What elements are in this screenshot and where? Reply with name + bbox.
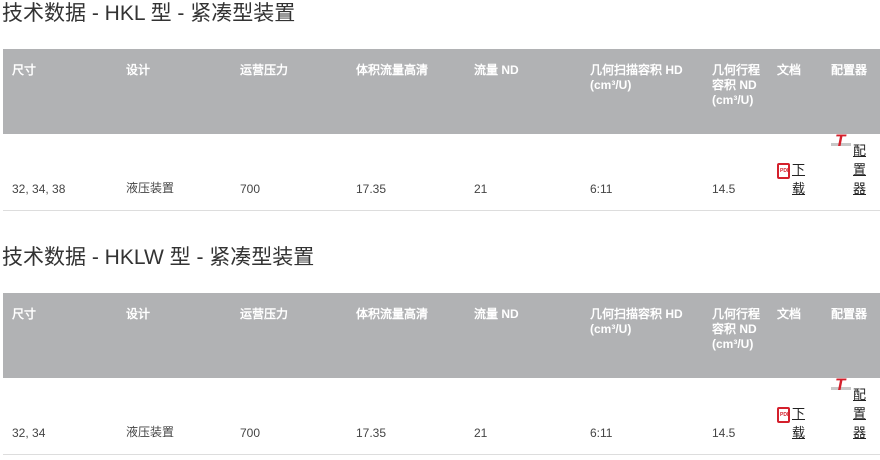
table-cell: 21 (465, 378, 581, 455)
pdf-icon (777, 406, 790, 423)
table-cell: 700 (231, 134, 347, 211)
column-header: 运营压力 (231, 293, 347, 378)
table-cell: 17.35 (347, 378, 465, 455)
table-cell: 21 (465, 134, 581, 211)
section-title: 技术数据 - HKLW 型 - 紧凑型装置 (2, 246, 315, 269)
table-cell: 6:11 (581, 378, 703, 455)
table-cell: 液压装置 (117, 378, 231, 455)
column-header: 配置器 (822, 293, 880, 378)
table-cell: 32, 34 (3, 378, 117, 455)
table-header-row: 尺寸 设计 运营压力 体积流量高清 流量 ND 几何扫描容积 HD (cm³/U) 几何行程… (3, 293, 880, 378)
download-label: 下载 (792, 405, 806, 440)
configurator-icon (831, 131, 851, 151)
column-header: 几何行程容积 ND (cm³/U) (703, 293, 768, 378)
table-cell: 32, 34, 38 (3, 134, 117, 211)
table-cell: 液压装置 (117, 134, 231, 211)
column-header: 体积流量高清 (347, 49, 465, 134)
column-header: 体积流量高清 (347, 293, 465, 378)
config-cell: 配置器 (822, 131, 880, 211)
config-cell: 配置器 (822, 375, 880, 455)
download-link[interactable]: 下载 (777, 404, 806, 442)
column-header: 流量 ND (465, 293, 581, 378)
column-header: 配置器 (822, 49, 880, 134)
tech-data-table: 尺寸 设计 运营压力 体积流量高清 流量 ND 几何扫描容积 HD (cm³/U) 几何行程… (3, 49, 880, 211)
column-header: 文档 (768, 293, 822, 378)
column-header: 设计 (117, 49, 231, 134)
configurator-icon (831, 375, 851, 395)
table-header-row: 尺寸 设计 运营压力 体积流量高清 流量 ND 几何扫描容积 HD (cm³/U) 几何行程… (3, 49, 880, 134)
tech-data-section: 技术数据 - HKL 型 - 紧凑型装置 尺寸 设计 运营压力 体积流量高清 流量 ND… (0, 0, 880, 216)
configurator-label: 配置器 (853, 386, 867, 440)
column-header: 流量 ND (465, 49, 581, 134)
column-header: 尺寸 (3, 293, 117, 378)
section-title: 技术数据 - HKL 型 - 紧凑型装置 (2, 2, 296, 25)
download-link[interactable]: 下载 (777, 160, 806, 198)
configurator-link[interactable]: 配置器 (831, 375, 867, 442)
column-header: 尺寸 (3, 49, 117, 134)
tech-data-table: 尺寸 设计 运营压力 体积流量高清 流量 ND 几何扫描容积 HD (cm³/U) 几何行程… (3, 293, 880, 455)
configurator-label: 配置器 (853, 142, 867, 196)
column-header: 设计 (117, 293, 231, 378)
column-header: 几何扫描容积 HD (cm³/U) (581, 293, 703, 378)
table-cell: 17.35 (347, 134, 465, 211)
column-header: 几何行程容积 ND (cm³/U) (703, 49, 768, 134)
pdf-icon (777, 162, 790, 179)
configurator-link[interactable]: 配置器 (831, 131, 867, 198)
doc-cell: 下载 (768, 378, 822, 455)
doc-cell: 下载 (768, 134, 822, 211)
column-header: 几何扫描容积 HD (cm³/U) (581, 49, 703, 134)
table-cell: 6:11 (581, 134, 703, 211)
table-cell: 14.5 (703, 134, 768, 211)
tech-data-section: 技术数据 - HKLW 型 - 紧凑型装置 尺寸 设计 运营压力 体积流量高清 流量 N… (0, 244, 880, 460)
column-header: 文档 (768, 49, 822, 134)
table-cell: 14.5 (703, 378, 768, 455)
download-label: 下载 (792, 161, 806, 196)
table-cell: 700 (231, 378, 347, 455)
column-header: 运营压力 (231, 49, 347, 134)
